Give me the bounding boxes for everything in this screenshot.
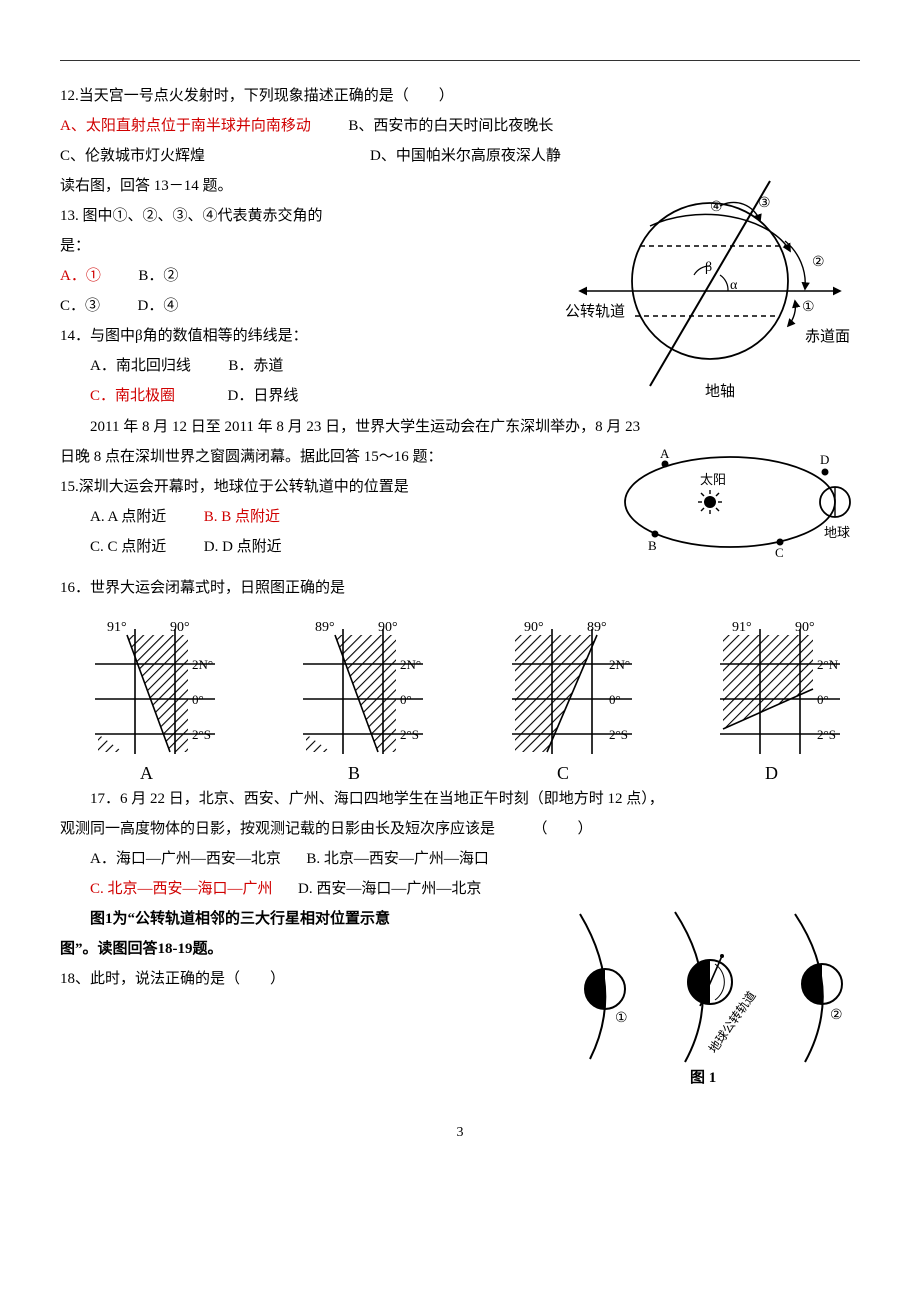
label-4: ④ [710, 200, 723, 215]
lbl-earth: 地球 [824, 525, 850, 540]
label-alpha: α [730, 278, 738, 293]
q14-stem: 14．与图中β角的数值相等的纬线是： [60, 321, 552, 351]
q12-line1: A、太阳直射点位于南半球并向南移动 B、西安市的白天时间比夜晚长 [60, 111, 860, 141]
svg-text:0°: 0° [400, 692, 412, 707]
pre18-b: 图”。读图回答18-19题。 [60, 934, 560, 964]
svg-text:89°: 89° [587, 620, 607, 635]
q14-opt-c: C．南北极圈 [90, 388, 175, 404]
q17-opt-c: C. 北京—西安—海口—广州 [90, 881, 273, 897]
lbl-C: C [775, 545, 784, 560]
q14-opts-cd: C．南北极圈 D．日界线 [60, 381, 552, 411]
q17-opt-d: D. 西安—海口—广州—北京 [298, 881, 481, 897]
q16-panels: 91° 90° 2N° 0° 2°S A 89° 90° 2N° 0° 2°S B 90° 89° 2N… [60, 609, 860, 784]
svg-text:2°S: 2°S [192, 727, 211, 742]
q12-opt-d: D、中国帕米尔高原夜深人静 [370, 148, 561, 164]
q13-stem-b: 是： [60, 231, 552, 261]
q17-opt-a: A．海口—广州—西安—北京 [90, 851, 281, 867]
q13-opts-ab: A．① B．② [60, 261, 552, 291]
svg-text:2N°: 2N° [400, 657, 421, 672]
top-rule [60, 60, 860, 61]
svg-text:89°: 89° [315, 620, 335, 635]
q15-opt-b: B. B 点附近 [204, 509, 280, 525]
q15-stem: 15.深圳大运会开幕时，地球位于公转轨道中的位置是 [60, 472, 610, 502]
q16-stem: 16．世界大运会闭幕式时，日照图正确的是 [60, 573, 860, 603]
svg-text:90°: 90° [378, 620, 398, 635]
lbl-B: B [648, 538, 657, 553]
q12-opt-c: C、伦敦城市灯火辉煌 [60, 148, 205, 164]
lbl-n2: ② [830, 1008, 843, 1023]
q14-opts-ab: A．南北回归线 B．赤道 [60, 351, 552, 381]
fig-13-14: α β ① ② ③ ④ 公转轨道 赤道面 地轴 [560, 171, 860, 412]
svg-text:0°: 0° [609, 692, 621, 707]
q17-opts-cd: C. 北京—西安—海口—广州 D. 西安—海口—广州—北京 [60, 874, 860, 904]
svg-text:91°: 91° [732, 620, 752, 635]
svg-text:90°: 90° [524, 620, 544, 635]
q12-line2: C、伦敦城市灯火辉煌 D、中国帕米尔高原夜深人静 [60, 141, 860, 171]
svg-text:90°: 90° [170, 620, 190, 635]
svg-text:B: B [348, 763, 360, 783]
label-3: ③ [758, 196, 771, 211]
q15-opts-cd: C. C 点附近 D. D 点附近 [60, 532, 610, 562]
svg-text:2N°: 2N° [609, 657, 630, 672]
q17-stem-a: 17．6 月 22 日，北京、西安、广州、海口四地学生在当地正午时刻（即地方时 … [60, 784, 860, 814]
svg-text:0°: 0° [817, 692, 829, 707]
svg-text:0°: 0° [192, 692, 204, 707]
q12-opt-b: B、西安市的白天时间比夜晚长 [348, 118, 553, 134]
q16-panel-b: 89° 90° 2N° 0° 2°S B [268, 609, 443, 784]
pre15-a: 2011 年 8 月 12 日至 2011 年 8 月 23 日，世界大学生运动… [60, 412, 860, 442]
svg-text:2°S: 2°S [609, 727, 628, 742]
lbl-sun: 太阳 [700, 472, 726, 487]
svg-text:A: A [140, 763, 153, 783]
q17-opts-ab: A．海口—广州—西安—北京 B. 北京—西安—广州—海口 [60, 844, 860, 874]
q15-opt-c: C. C 点附近 [90, 539, 166, 555]
pre15-b: 日晚 8 点在深圳世界之窗圆满闭幕。据此回答 15～16 题： [60, 442, 610, 472]
q12-opt-a: A、太阳直射点位于南半球并向南移动 [60, 118, 311, 134]
label-2: ② [812, 255, 825, 270]
svg-text:2N°: 2N° [192, 657, 213, 672]
q16-panel-c: 90° 89° 2N° 0° 2°S C [477, 609, 652, 784]
lbl-orbit: 地球公转轨道 [705, 988, 759, 1056]
lbl-A: A [660, 446, 670, 461]
label-equator: 赤道面 [805, 328, 850, 345]
page-number: 3 [60, 1119, 860, 1147]
label-axis: 地轴 [705, 383, 735, 400]
label-beta: β [705, 260, 712, 275]
q17-opt-b: B. 北京—西安—广州—海口 [306, 851, 489, 867]
q16-panel-d: 91° 90° 2°N 0° 2°S D [685, 609, 860, 784]
svg-text:D: D [765, 763, 778, 783]
q13-opt-d: D．④ [138, 298, 179, 314]
q12-stem: 12.当天宫一号点火发射时，下列现象描述正确的是（ ） [60, 81, 860, 111]
svg-text:91°: 91° [107, 620, 127, 635]
q17-stem-b: 观测同一高度物体的日影，按观测记载的日影由长及短次序应该是 （ ） [60, 814, 860, 844]
lbl-n1: ① [615, 1011, 628, 1026]
q13-opt-c: C．③ [60, 298, 100, 314]
q14-opt-d: D．日界线 [228, 388, 299, 404]
svg-text:2°N: 2°N [817, 657, 839, 672]
svg-text:90°: 90° [795, 620, 815, 635]
label-orbit: 公转轨道 [565, 303, 625, 320]
q15-opt-a: A. A 点附近 [90, 509, 166, 525]
q13-opt-b: B．② [138, 268, 178, 284]
label-1: ① [802, 300, 815, 315]
svg-text:2°S: 2°S [400, 727, 419, 742]
pre13: 读右图，回答 13－14 题。 [60, 171, 552, 201]
fig-15-orbit: A B C D 太阳 地球 [610, 442, 860, 573]
q14-opt-b: B．赤道 [228, 358, 283, 374]
svg-text:C: C [557, 763, 569, 783]
q13-opt-a: A．① [60, 268, 101, 284]
q15-opts-ab: A. A 点附近 B. B 点附近 [60, 502, 610, 532]
q16-panel-a: 91° 90° 2N° 0° 2°S A [60, 609, 235, 784]
fig1-caption: 图 1 [690, 1069, 716, 1084]
svg-text:2°S: 2°S [817, 727, 836, 742]
pre18-a: 图1为“公转轨道相邻的三大行星相对位置示意 [60, 904, 560, 934]
q13-stem-a: 13. 图中①、②、③、④代表黄赤交角的 [60, 201, 552, 231]
q18-stem: 18、此时，说法正确的是（ ） [60, 964, 560, 994]
q15-opt-d: D. D 点附近 [204, 539, 282, 555]
q14-opt-a: A．南北回归线 [90, 358, 191, 374]
q13-opts-cd: C．③ D．④ [60, 291, 552, 321]
fig-18: ① ② 地球公转轨道 图 1 [560, 904, 860, 1095]
lbl-D: D [820, 452, 829, 467]
